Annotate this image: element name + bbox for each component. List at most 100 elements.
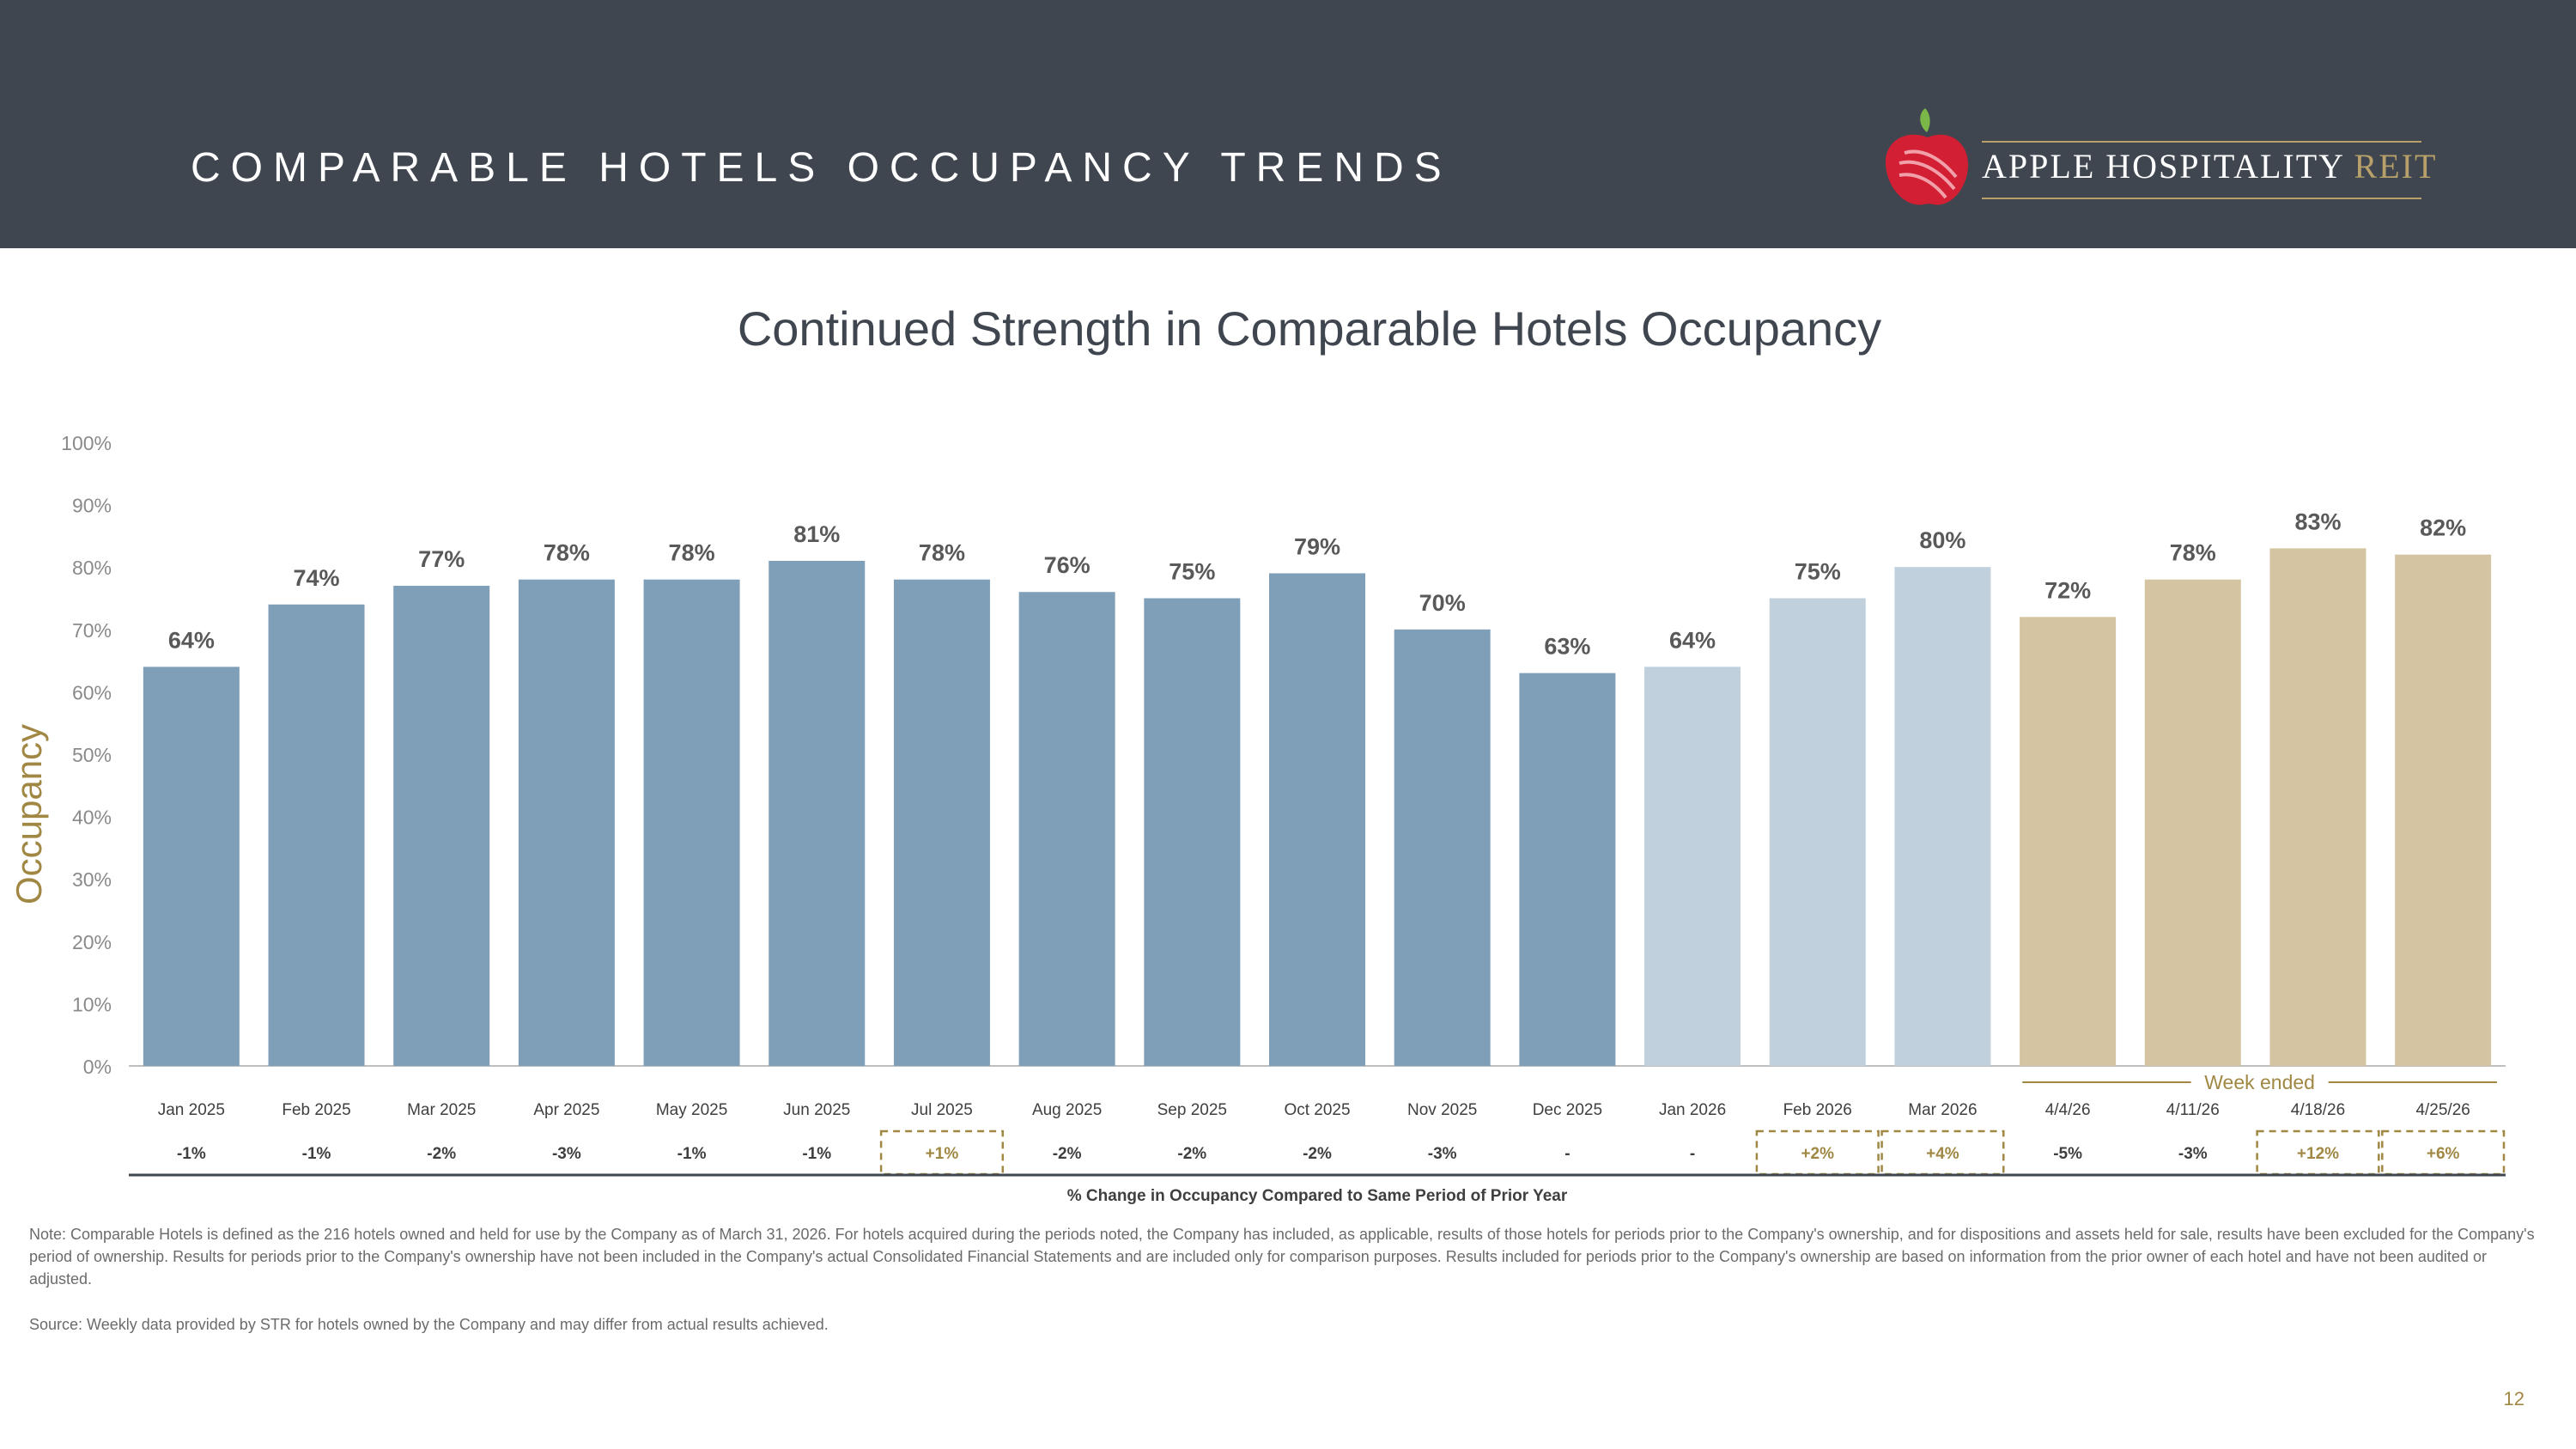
bar-value-label: 75% xyxy=(1169,559,1215,585)
bar-value-label: 78% xyxy=(2170,540,2216,566)
bar-jun-2025 xyxy=(769,560,866,1066)
bar-value-label: 64% xyxy=(168,627,215,653)
change-value-label: - xyxy=(1690,1145,1695,1163)
week-ended-label: Week ended xyxy=(2204,1071,2315,1093)
x-tick-label: 4/18/26 xyxy=(2291,1101,2345,1119)
bar-4-18-26 xyxy=(2269,548,2366,1066)
x-tick-label: Jun 2025 xyxy=(783,1101,850,1119)
y-tick-label: 40% xyxy=(72,807,112,829)
change-caption: % Change in Occupancy Compared to Same P… xyxy=(1067,1187,1568,1205)
change-value-label: -2% xyxy=(1177,1145,1206,1163)
source-note: Source: Weekly data provided by STR for … xyxy=(29,1316,829,1333)
bar-value-label: 82% xyxy=(2420,515,2466,541)
x-tick-label: Feb 2026 xyxy=(1783,1101,1852,1119)
x-tick-label: Feb 2025 xyxy=(282,1101,350,1119)
bar-value-label: 77% xyxy=(418,546,465,572)
bar-jan-2025 xyxy=(143,667,240,1066)
x-tick-label: Nov 2025 xyxy=(1407,1101,1477,1119)
bar-value-label: 75% xyxy=(1795,559,1841,585)
bar-sep-2025 xyxy=(1144,598,1241,1066)
change-value-label: -1% xyxy=(177,1145,206,1163)
footnote: Note: Comparable Hotels is defined as th… xyxy=(29,1226,2535,1288)
bar-value-label: 74% xyxy=(294,565,340,591)
occupancy-bar-chart: 0% 10% 20% 30% 40% 50% 60% 70% 80% 90% 100% Occupan… xyxy=(9,432,2506,1205)
change-value-label: -3% xyxy=(2178,1145,2208,1163)
bar-value-label: 64% xyxy=(1669,627,1716,653)
bar-value-label: 79% xyxy=(1294,533,1340,559)
change-value-label: - xyxy=(1564,1145,1570,1163)
change-value-label: -1% xyxy=(802,1145,831,1163)
y-tick-label: 90% xyxy=(72,495,112,517)
bar-value-label: 76% xyxy=(1044,552,1091,578)
apple-logo-icon xyxy=(1885,108,1968,205)
bar-aug-2025 xyxy=(1018,592,1115,1066)
bar-value-label: 63% xyxy=(1544,634,1590,660)
bar-feb-2025 xyxy=(268,604,365,1066)
x-tick-label: Jul 2025 xyxy=(911,1101,973,1119)
y-tick-label: 20% xyxy=(72,931,112,953)
change-value-label: +1% xyxy=(926,1145,959,1163)
bar-value-label: 78% xyxy=(544,540,590,566)
x-tick-label: 4/4/26 xyxy=(2045,1101,2091,1119)
logo-wordmark: APPLE HOSPITALITY REIT xyxy=(1982,146,2437,186)
bar-may-2025 xyxy=(643,579,740,1066)
y-tick-label: 60% xyxy=(72,681,112,703)
bar-mar-2026 xyxy=(1894,567,1991,1066)
page-number: 12 xyxy=(2503,1388,2524,1409)
bar-value-label: 80% xyxy=(1919,527,1965,553)
y-tick-label: 30% xyxy=(72,868,112,891)
change-value-label: -2% xyxy=(427,1145,456,1163)
y-tick-label: 80% xyxy=(72,557,112,579)
change-value-label: +4% xyxy=(1926,1145,1959,1163)
change-highlight-box xyxy=(879,1129,1005,1176)
bar-value-label: 70% xyxy=(1419,590,1466,616)
bar-apr-2025 xyxy=(518,579,615,1066)
x-tick-label: Mar 2026 xyxy=(1908,1101,1977,1119)
bar-4-4-26 xyxy=(2020,617,2117,1066)
x-tick-label: Oct 2025 xyxy=(1284,1101,1350,1119)
change-highlight-box xyxy=(1880,1129,2005,1176)
change-highlight-box xyxy=(2256,1129,2380,1176)
bar-4-11-26 xyxy=(2144,579,2241,1066)
x-tick-label: May 2025 xyxy=(656,1101,727,1119)
change-value-label: -1% xyxy=(302,1145,331,1163)
chart-title: Continued Strength in Comparable Hotels … xyxy=(737,301,1882,356)
bar-jan-2026 xyxy=(1644,667,1741,1066)
bar-feb-2026 xyxy=(1769,598,1866,1066)
x-tick-label: Mar 2025 xyxy=(407,1101,476,1119)
change-highlight-box xyxy=(1755,1129,1880,1176)
x-tick-label: Jan 2025 xyxy=(158,1101,225,1119)
bar-value-label: 83% xyxy=(2294,508,2341,534)
x-tick-label: 4/11/26 xyxy=(2166,1101,2220,1119)
change-value-label: +6% xyxy=(2427,1145,2460,1163)
change-value-label: +12% xyxy=(2297,1145,2339,1163)
bar-nov-2025 xyxy=(1394,629,1491,1066)
header-bar: COMPARABLE HOTELS OCCUPANCY TRENDS APPLE… xyxy=(0,0,2576,248)
y-tick-label: 10% xyxy=(72,993,112,1015)
change-highlight-box xyxy=(2381,1129,2506,1176)
logo-rule-bottom xyxy=(1982,198,2421,199)
bar-value-label: 78% xyxy=(919,540,965,566)
y-tick-label: 50% xyxy=(72,744,112,766)
logo-rule-top xyxy=(1982,141,2421,143)
bar-4-25-26 xyxy=(2395,554,2492,1066)
x-tick-label: Apr 2025 xyxy=(533,1101,599,1119)
bar-value-label: 78% xyxy=(669,540,715,566)
logo-wordmark-reit: REIT xyxy=(2354,147,2438,186)
x-tick-label: Jan 2026 xyxy=(1659,1101,1726,1119)
y-tick-label: 100% xyxy=(61,432,112,454)
company-logo: APPLE HOSPITALITY REIT xyxy=(1880,103,2435,215)
y-tick-label: 70% xyxy=(72,619,112,642)
change-value-label: -2% xyxy=(1303,1145,1332,1163)
bar-jul-2025 xyxy=(893,579,990,1066)
bar-oct-2025 xyxy=(1269,573,1365,1066)
y-axis-label: Occupancy xyxy=(9,724,49,904)
bar-value-label: 72% xyxy=(2044,577,2091,603)
change-value-label: -5% xyxy=(2053,1145,2082,1163)
change-value-label: -3% xyxy=(1428,1145,1457,1163)
change-value-label: -3% xyxy=(552,1145,581,1163)
bar-mar-2025 xyxy=(393,585,490,1066)
logo-wordmark-main: APPLE HOSPITALITY xyxy=(1982,147,2354,186)
x-tick-label: Dec 2025 xyxy=(1533,1101,1602,1119)
change-value-label: -2% xyxy=(1053,1145,1082,1163)
